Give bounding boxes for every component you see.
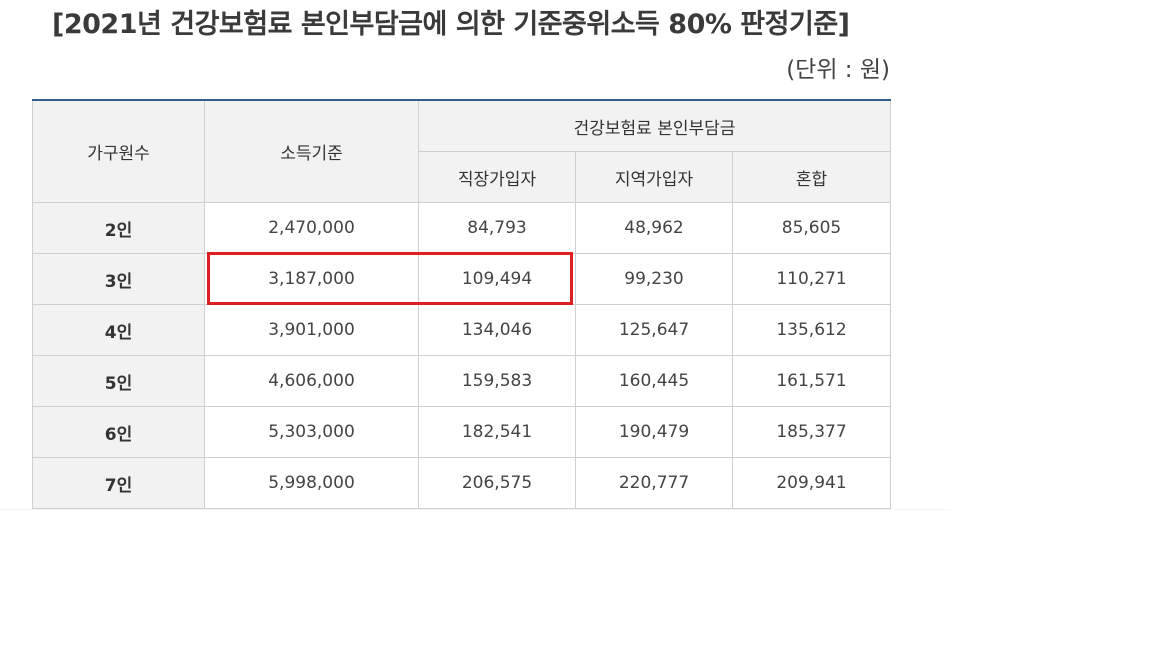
employee-cell: 84,793 xyxy=(418,202,576,254)
income-cell: 5,303,000 xyxy=(204,406,419,458)
row-label: 3인 xyxy=(32,253,205,305)
header-household: 가구원수 xyxy=(32,99,205,203)
header-employee: 직장가입자 xyxy=(418,151,576,203)
regional-cell: 48,962 xyxy=(575,202,733,254)
income-cell: 3,901,000 xyxy=(204,304,419,356)
mixed-cell: 185,377 xyxy=(731,406,892,458)
employee-cell: 159,583 xyxy=(418,355,576,407)
unit-label: (단위 : 원) xyxy=(786,57,890,83)
mixed-cell: 161,571 xyxy=(731,355,892,407)
employee-cell: 206,575 xyxy=(418,457,576,509)
table-row: 7인 5,998,000 206,575 220,777 209,941 xyxy=(32,457,892,509)
mixed-cell: 135,612 xyxy=(731,304,892,356)
employee-cell: 109,494 xyxy=(418,253,576,305)
regional-cell: 125,647 xyxy=(575,304,733,356)
table-row: 5인 4,606,000 159,583 160,445 161,571 xyxy=(32,355,892,407)
header-regional: 지역가입자 xyxy=(575,151,733,203)
regional-cell: 99,230 xyxy=(575,253,733,305)
table-row: 4인 3,901,000 134,046 125,647 135,612 xyxy=(32,304,892,356)
header-row-2: 직장가입자 지역가입자 혼합 xyxy=(33,151,892,203)
header-income: 소득기준 xyxy=(204,99,419,203)
employee-cell: 134,046 xyxy=(418,304,576,356)
row-label: 6인 xyxy=(32,406,205,458)
table-row: 3인 3,187,000 109,494 99,230 110,271 xyxy=(32,253,892,305)
header-premium-group: 건강보험료 본인부담금 xyxy=(417,99,892,152)
income-cell: 4,606,000 xyxy=(204,355,419,407)
row-label: 7인 xyxy=(32,457,205,509)
header-row-1: 가구원수 소득기준 건강보험료 본인부담금 xyxy=(32,99,892,203)
page-title: [2021년 건강보험료 본인부담금에 의한 기준중위소득 80% 판정기준] xyxy=(52,9,850,40)
regional-cell: 220,777 xyxy=(575,457,733,509)
mixed-cell: 209,941 xyxy=(731,457,892,509)
income-cell: 2,470,000 xyxy=(204,202,419,254)
regional-cell: 190,479 xyxy=(575,406,733,458)
mixed-cell: 110,271 xyxy=(731,253,892,305)
regional-cell: 160,445 xyxy=(575,355,733,407)
bottom-divider xyxy=(0,509,950,510)
income-cell: 5,998,000 xyxy=(204,457,419,509)
row-label: 5인 xyxy=(32,355,205,407)
criteria-table: 가구원수 소득기준 건강보험료 본인부담금 직장가입자 지역가입자 혼합 2인 … xyxy=(32,99,892,509)
row-label: 4인 xyxy=(32,304,205,356)
header-mixed: 혼합 xyxy=(731,151,892,203)
row-label: 2인 xyxy=(32,202,205,254)
table-row: 6인 5,303,000 182,541 190,479 185,377 xyxy=(32,406,892,458)
table-row: 2인 2,470,000 84,793 48,962 85,605 xyxy=(32,202,892,254)
income-cell: 3,187,000 xyxy=(204,253,419,305)
mixed-cell: 85,605 xyxy=(731,202,892,254)
employee-cell: 182,541 xyxy=(418,406,576,458)
